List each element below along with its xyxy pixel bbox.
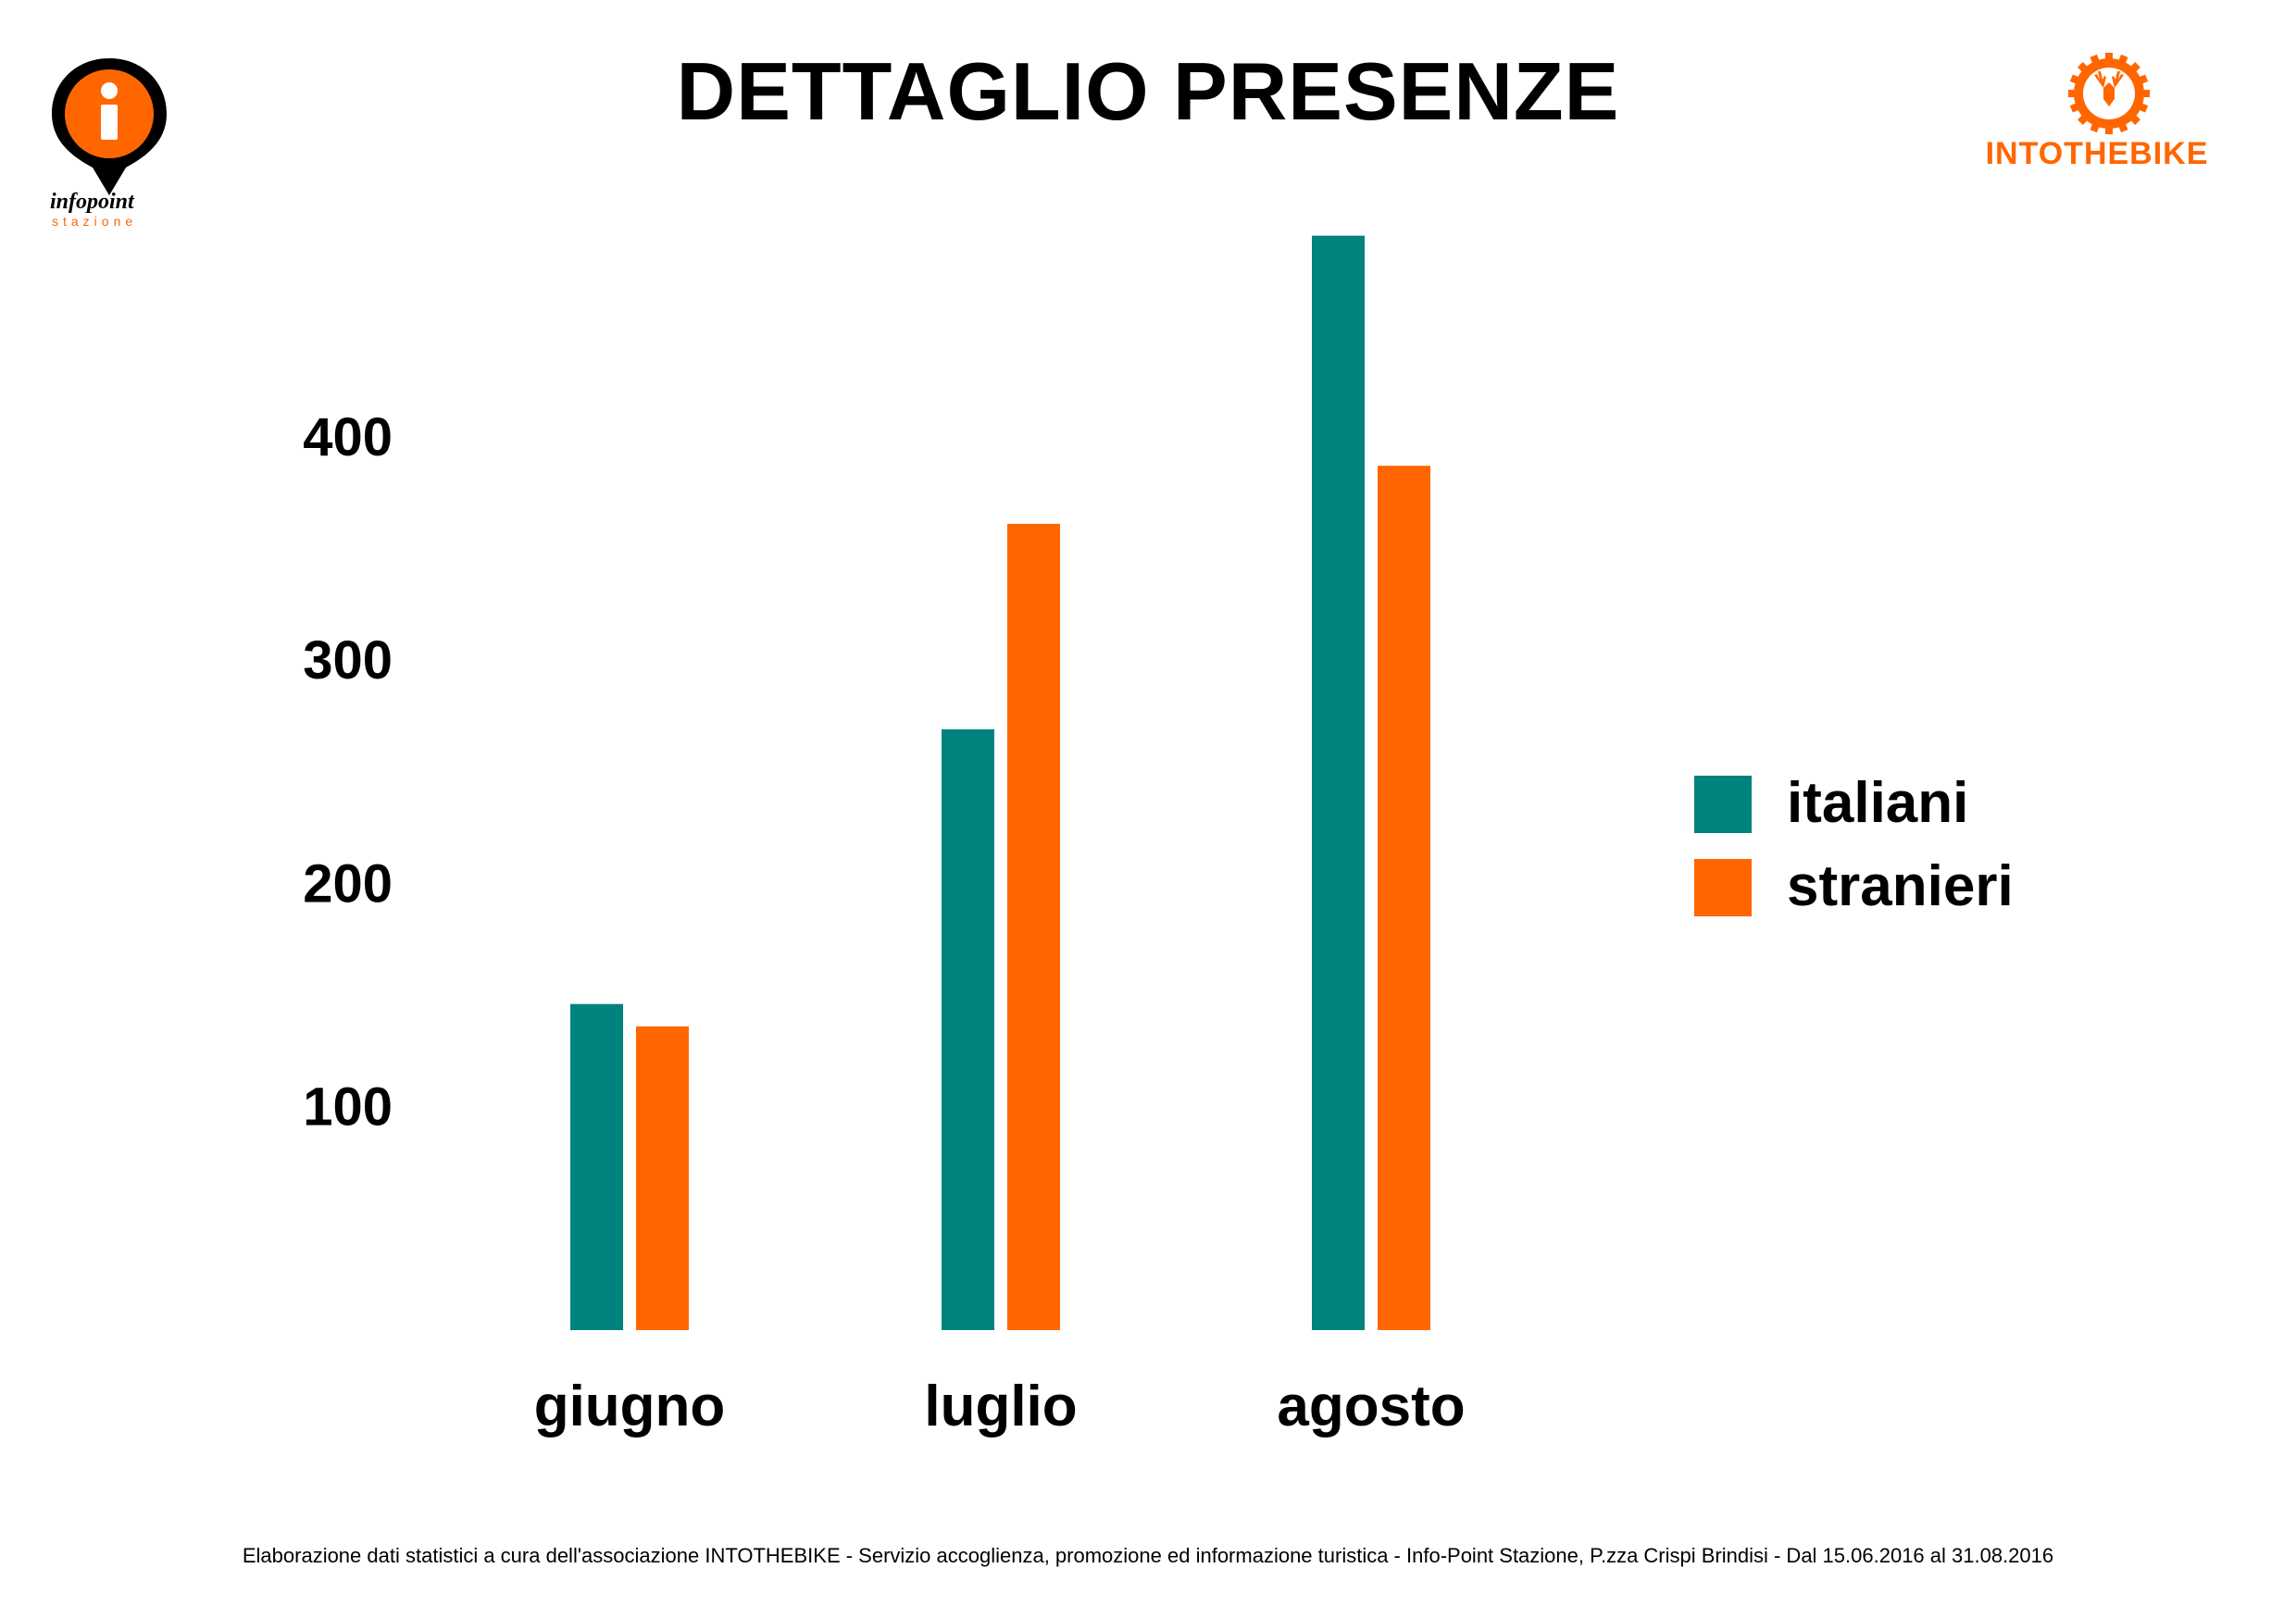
bar-stranieri-giugno: [636, 1026, 689, 1330]
bar-italiani-giugno: [570, 1003, 623, 1330]
page-title: DETTAGLIO PRESENZE: [676, 45, 1620, 137]
intothebike-logo-text: INTOTHEBIKE: [1985, 136, 2209, 171]
legend-swatch-italiani: [1694, 776, 1752, 833]
y-tick-label-300: 300: [303, 630, 393, 691]
intothebike-logo: INTOTHEBIKE: [1944, 51, 2250, 180]
x-tick-label-luglio: luglio: [924, 1375, 1077, 1438]
y-tick-label-100: 100: [303, 1077, 393, 1138]
bar-italiani-luglio: [942, 728, 994, 1330]
bar-italiani-agosto: [1312, 235, 1365, 1330]
legend-label-stranieri: stranieri: [1787, 854, 2014, 918]
bar-stranieri-agosto: [1378, 466, 1430, 1330]
legend-swatch-stranieri: [1694, 859, 1752, 916]
footer-note: Elaborazione dati statistici a cura dell…: [242, 1544, 2054, 1567]
y-tick-label-200: 200: [303, 853, 393, 914]
y-tick-label-400: 400: [303, 407, 393, 467]
deer-gear-icon: [2068, 53, 2150, 134]
bar-stranieri-luglio: [1007, 523, 1060, 1330]
infopoint-pin-icon: [52, 58, 167, 195]
infopoint-logo: infopoint stazione: [44, 51, 174, 236]
legend-label-italiani: italiani: [1787, 771, 1968, 835]
x-tick-label-agosto: agosto: [1277, 1375, 1465, 1438]
x-tick-label-giugno: giugno: [534, 1375, 726, 1438]
infopoint-logo-line2: stazione: [52, 214, 138, 229]
infopoint-logo-line1: infopoint: [50, 190, 134, 214]
